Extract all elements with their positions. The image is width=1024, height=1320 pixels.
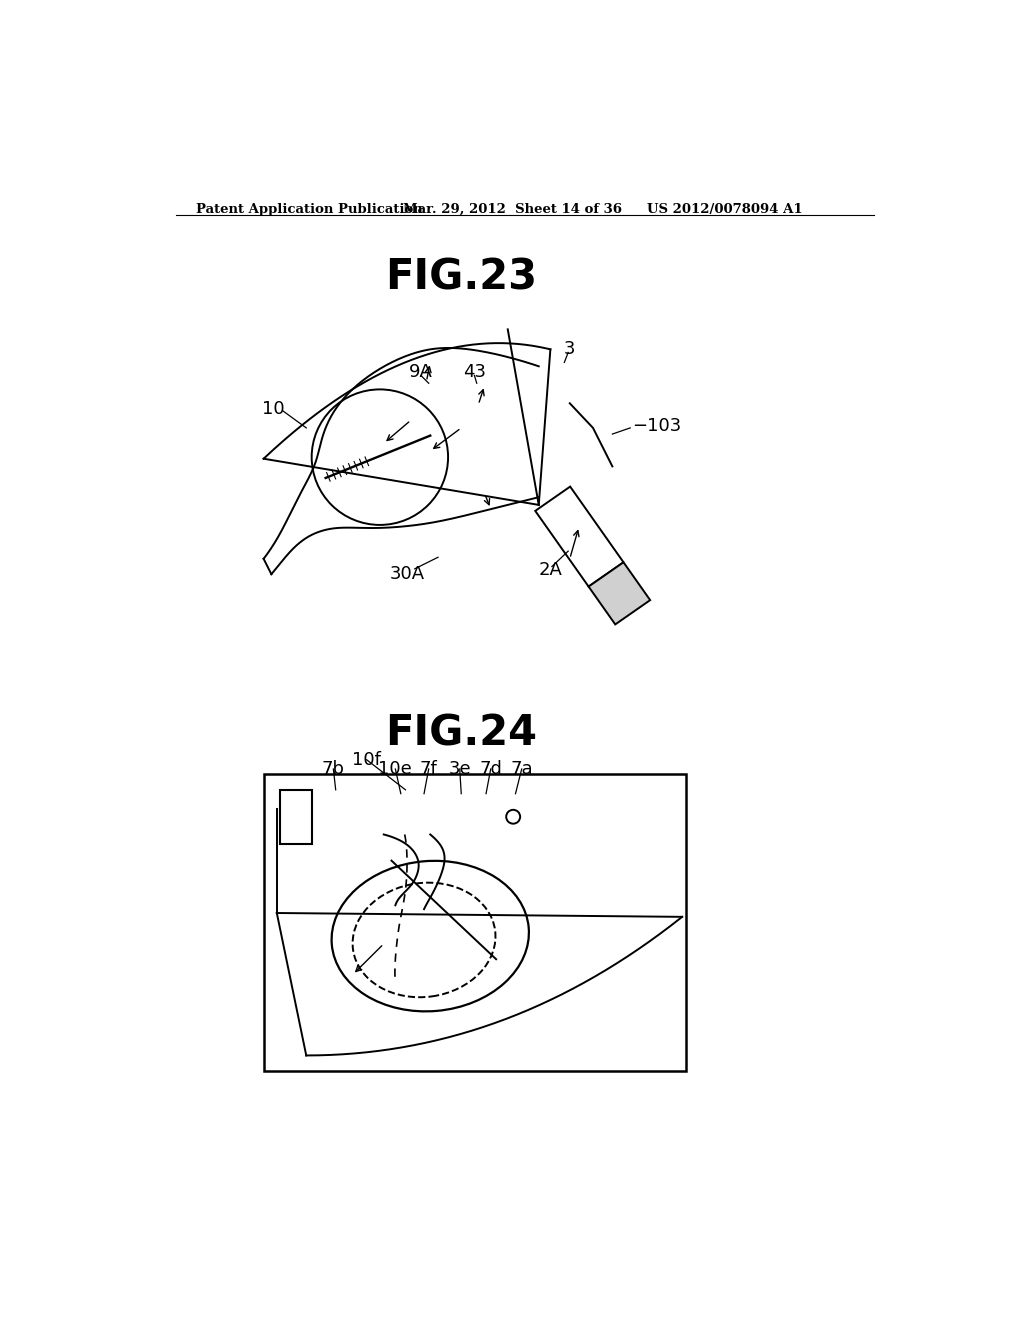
Bar <box>280 789 312 843</box>
Text: 2A: 2A <box>539 561 562 579</box>
Text: 7a: 7a <box>510 760 534 777</box>
Text: 43: 43 <box>463 363 486 381</box>
Text: −103: −103 <box>632 417 681 436</box>
Text: 7b: 7b <box>322 760 345 777</box>
Bar <box>263 775 686 1071</box>
Text: 7f: 7f <box>420 760 437 777</box>
Polygon shape <box>536 487 624 586</box>
Polygon shape <box>589 562 650 624</box>
Text: 3e: 3e <box>449 760 471 777</box>
Text: FIG.23: FIG.23 <box>385 257 538 298</box>
Text: 7d: 7d <box>479 760 502 777</box>
Text: 30A: 30A <box>389 565 425 583</box>
Text: 10f: 10f <box>352 751 381 768</box>
Text: 10: 10 <box>262 400 285 417</box>
Text: 3: 3 <box>564 341 575 358</box>
Text: Patent Application Publication: Patent Application Publication <box>197 203 423 216</box>
Text: 9A: 9A <box>409 363 433 381</box>
Text: 10e: 10e <box>379 760 413 777</box>
Text: FIG.24: FIG.24 <box>385 713 538 755</box>
Text: Mar. 29, 2012  Sheet 14 of 36: Mar. 29, 2012 Sheet 14 of 36 <box>403 203 623 216</box>
Text: US 2012/0078094 A1: US 2012/0078094 A1 <box>647 203 803 216</box>
